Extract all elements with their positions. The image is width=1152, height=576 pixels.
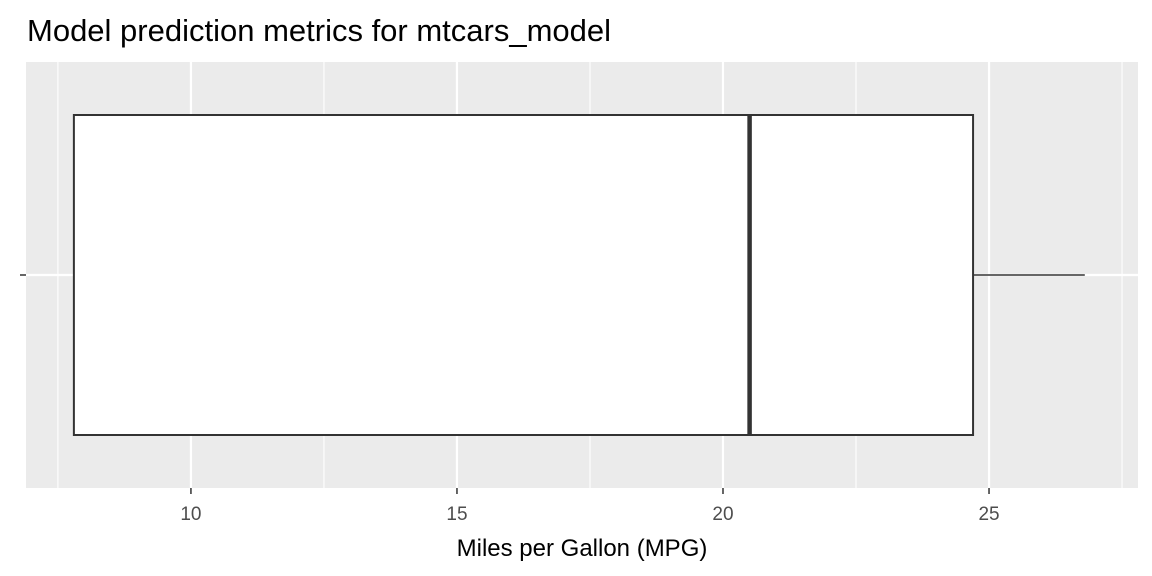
x-axis-tick-labels: 10 15 20 25: [180, 504, 999, 525]
chart-title: Model prediction metrics for mtcars_mode…: [27, 13, 611, 48]
x-axis-ticks: [190, 488, 990, 494]
x-tick-label: 15: [446, 504, 467, 525]
interquartile-box: [72, 114, 975, 436]
x-tick-label: 20: [712, 504, 733, 525]
x-axis-title: Miles per Gallon (MPG): [457, 535, 708, 562]
x-tick-label: 10: [180, 504, 201, 525]
x-tick-label: 25: [978, 504, 999, 525]
